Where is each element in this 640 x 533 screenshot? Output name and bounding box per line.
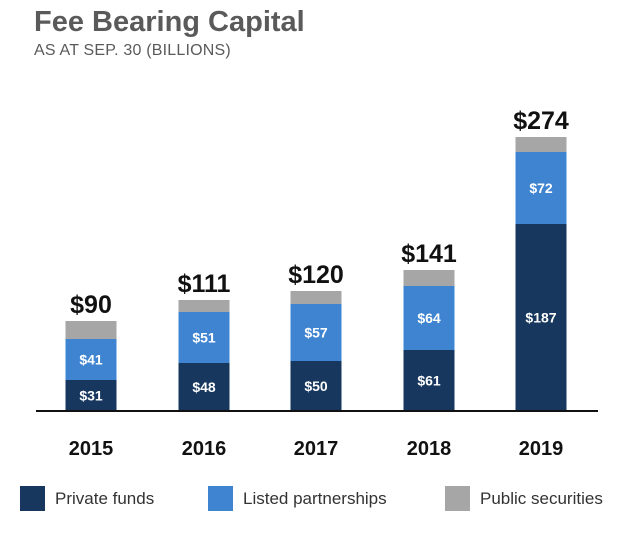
value-label-2016-series-1: $48 [192,379,216,395]
bar-2018-series-1 [403,350,455,411]
value-label-2015-series-1: $31 [79,388,103,404]
total-label-2018: $141 [401,240,457,268]
bar-2018-series-2 [403,286,455,350]
bar-2016-series-1 [178,363,230,411]
value-label-2017-series-1: $50 [304,378,328,394]
bar-2016-series-3 [178,300,230,312]
x-tick-label-2019: 2019 [519,438,564,460]
chart-subtitle: AS AT SEP. 30 (BILLIONS) [34,42,231,59]
legend-swatch-public-securities [445,486,470,511]
stacked-bar-chart: $31 $41 $90 2015 $48 $51 $111 2016 $50 $57 $120 201… [36,107,598,460]
bar-2015-series-1 [65,380,117,411]
bar-2015-series-3 [65,321,117,339]
legend-label-listed-partnerships: Listed partnerships [243,488,387,508]
legend-item-listed-partnerships: Listed partnerships [208,486,387,511]
bar-2017-series-2 [290,304,342,361]
x-tick-label-2018: 2018 [407,438,452,460]
chart-legend: Private funds Listed partnerships Public… [0,486,640,516]
chart-title: Fee Bearing Capital [34,6,305,38]
total-label-2019: $274 [513,107,569,135]
bar-2019-series-3 [515,137,567,152]
bar-2015-series-2 [65,339,117,380]
value-label-2018-series-1: $61 [417,373,441,389]
total-label-2017: $120 [288,261,344,289]
legend-label-private-funds: Private funds [55,488,155,508]
total-label-2015: $90 [70,291,112,319]
value-label-2019-series-2: $72 [529,180,553,196]
value-label-2016-series-2: $51 [192,330,216,346]
legend-label-public-securities: Public securities [480,488,603,508]
value-label-2015-series-2: $41 [79,352,103,368]
x-tick-label-2015: 2015 [69,438,114,460]
bar-2017-series-1 [290,361,342,411]
x-tick-label-2016: 2016 [182,438,227,460]
value-label-2019-series-1: $187 [525,310,556,326]
x-tick-label-2017: 2017 [294,438,339,460]
legend-item-private-funds: Private funds [20,486,154,511]
value-label-2017-series-2: $57 [304,325,328,341]
legend-item-public-securities: Public securities [445,486,603,511]
total-label-2016: $111 [178,270,231,298]
legend-swatch-listed-partnerships [208,486,233,511]
bar-2016-series-2 [178,312,230,363]
value-label-2018-series-2: $64 [417,310,441,326]
bar-2019-series-1 [515,224,567,411]
bar-2018-series-3 [403,270,455,286]
legend-swatch-private-funds [20,486,45,511]
bar-2019-series-2 [515,152,567,224]
bar-2017-series-3 [290,291,342,304]
